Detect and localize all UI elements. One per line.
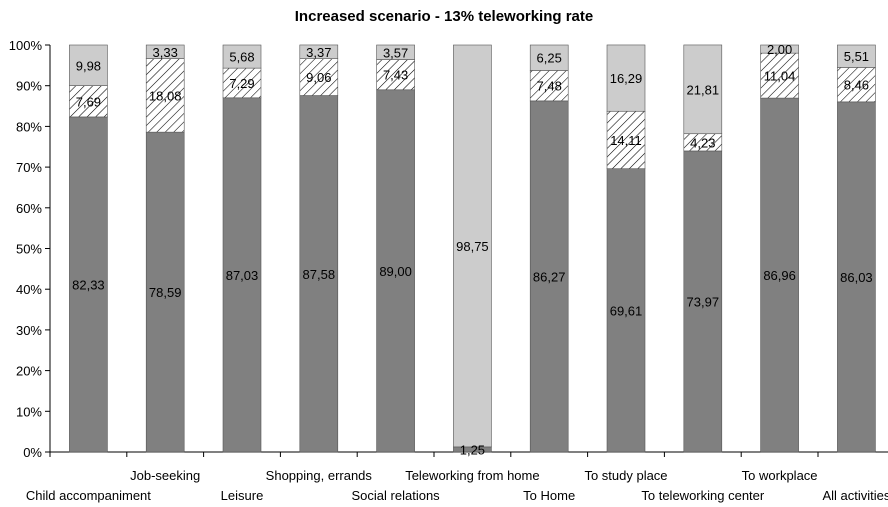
x-tick-label: To study place: [584, 468, 667, 483]
bar-segment: [222, 97, 262, 453]
data-label: 7,29: [229, 76, 254, 91]
y-tick-label: 10%: [16, 404, 42, 419]
data-label: 9,98: [76, 58, 101, 73]
bar-segment: [69, 116, 108, 453]
x-tick-label: Teleworking from home: [405, 468, 539, 483]
bar-segment: [299, 44, 339, 59]
bar-segment: [222, 44, 262, 69]
y-tick-label: 50%: [16, 242, 42, 257]
data-label: 4,23: [690, 135, 715, 150]
data-label: 5,68: [229, 50, 254, 65]
bar-segment: [529, 70, 569, 102]
data-label: 78,59: [149, 285, 182, 300]
bar-segment: [453, 44, 492, 448]
data-label: 1,25: [460, 442, 485, 457]
data-label: 21,81: [687, 82, 720, 97]
bar-segment: [376, 44, 415, 60]
x-tick-label: To Home: [523, 488, 575, 503]
x-tick-label: Child accompaniment: [26, 488, 151, 503]
data-label: 87,03: [226, 268, 259, 283]
y-tick-label: 20%: [16, 364, 42, 379]
bar-segment: [69, 44, 108, 86]
bar-segment: [760, 44, 799, 54]
data-label: 98,75: [456, 239, 489, 254]
x-tick-label: Job-seeking: [130, 468, 200, 483]
bar-segment: [529, 100, 569, 453]
data-label: 14,11: [610, 133, 642, 148]
data-label: 7,69: [76, 94, 101, 109]
data-label: 87,58: [303, 267, 336, 282]
bar-segment: [222, 67, 262, 99]
y-tick-label: 100%: [9, 38, 43, 53]
bar-segment: [529, 44, 569, 71]
data-label: 69,61: [610, 303, 643, 318]
bar-segment: [683, 44, 723, 135]
x-tick-label: To workplace: [742, 468, 818, 483]
bar-segment: [837, 67, 876, 103]
data-label: 2,00: [767, 42, 792, 57]
y-tick-label: 90%: [16, 79, 42, 94]
data-label: 3,37: [306, 45, 331, 60]
bar-segment: [376, 89, 415, 453]
bar-segment: [683, 150, 723, 453]
data-label: 73,97: [687, 294, 720, 309]
y-tick-label: 30%: [16, 323, 42, 338]
y-tick-label: 0%: [23, 445, 42, 460]
y-tick-label: 40%: [16, 282, 42, 297]
x-tick-label: To teleworking center: [641, 488, 765, 503]
bar-segment: [299, 95, 339, 453]
data-label: 82,33: [72, 277, 105, 292]
data-label: 86,96: [763, 268, 796, 283]
data-label: 7,43: [383, 68, 408, 83]
bar-segment: [760, 52, 799, 99]
x-tick-label: Leisure: [221, 488, 264, 503]
x-tick-label: All activities: [822, 488, 888, 503]
data-label: 5,51: [844, 49, 869, 64]
bar-segment: [145, 131, 185, 453]
data-label: 9,06: [306, 70, 331, 85]
bar-segment: [145, 44, 185, 59]
x-tick-label: Shopping, errands: [266, 468, 373, 483]
data-label: 86,03: [840, 270, 873, 285]
data-label: 11,04: [764, 69, 796, 84]
bar-segment: [760, 97, 799, 453]
bar-segment: [606, 168, 646, 453]
data-label: 16,29: [610, 71, 643, 86]
data-label: 8,46: [844, 78, 869, 93]
y-tick-label: 80%: [16, 119, 42, 134]
data-label: 3,33: [153, 45, 178, 60]
bar-segment: [837, 101, 876, 453]
bar-segment: [69, 85, 108, 118]
bar-segment: [606, 110, 646, 169]
y-tick-label: 60%: [16, 201, 42, 216]
x-tick-label: Social relations: [352, 488, 441, 503]
bar-segment: [837, 44, 876, 68]
data-label: 3,57: [383, 45, 408, 60]
bar-segment: [606, 44, 646, 112]
data-label: 7,48: [537, 79, 562, 94]
y-tick-label: 70%: [16, 160, 42, 175]
data-label: 18,08: [149, 88, 182, 103]
chart-title: Increased scenario - 13% teleworking rat…: [294, 8, 594, 25]
bar-segment: [376, 59, 415, 91]
data-label: 89,00: [379, 264, 412, 279]
data-label: 6,25: [537, 51, 562, 66]
data-label: 86,27: [533, 269, 566, 284]
